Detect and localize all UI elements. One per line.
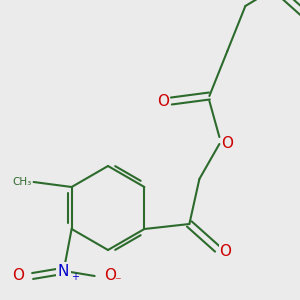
Text: O: O: [219, 244, 231, 259]
Text: N: N: [58, 263, 69, 278]
Text: O: O: [221, 136, 233, 152]
Text: O: O: [158, 94, 169, 109]
Text: O: O: [12, 268, 24, 284]
Text: ⁻: ⁻: [115, 275, 121, 289]
Text: O: O: [103, 268, 116, 284]
Text: CH₃: CH₃: [12, 177, 32, 187]
Text: +: +: [70, 272, 79, 282]
